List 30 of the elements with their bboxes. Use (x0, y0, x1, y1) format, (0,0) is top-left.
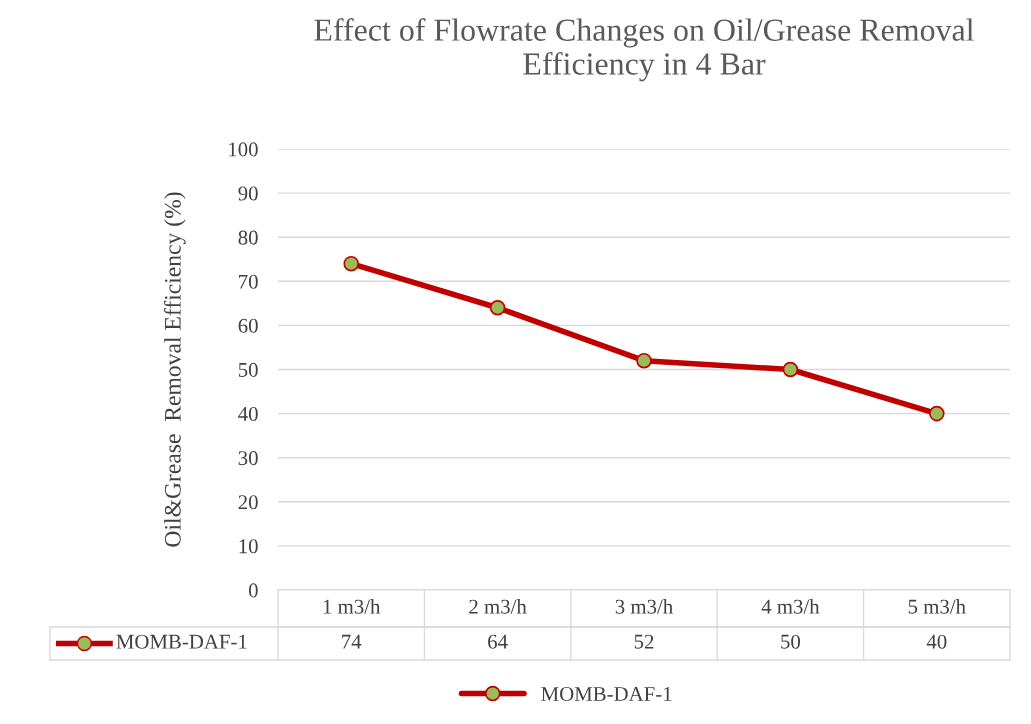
y-tick-label: 0 (248, 583, 258, 598)
point (489, 299, 506, 316)
y-tick-label: 80 (238, 230, 258, 245)
point (343, 255, 359, 272)
y-tick-label: 20 (238, 495, 258, 510)
y-tick-label: 50 (238, 362, 258, 377)
y-tick-label: 10 (239, 539, 258, 554)
point (782, 361, 799, 378)
legend-label: MOMB-DAF-1 (116, 634, 247, 649)
point (636, 352, 652, 369)
data-label: 50 (781, 634, 801, 649)
x-tick-label: 2 m3/h (469, 599, 527, 614)
chart-title: Effect of Flowrate Changes on Oil/Grease Removal Efficiency in 4 Bar (314, 18, 974, 82)
x-tick-label: 1 m3/h (323, 599, 381, 614)
data-label: 74 (342, 634, 362, 649)
y-tick-label: 90 (238, 186, 258, 201)
y-tick-label: 30 (238, 451, 258, 466)
x-tick-label: 5 m3/h (908, 599, 966, 614)
y-tick-label: 70 (239, 274, 258, 289)
y-tick-label: 60 (238, 318, 258, 333)
y-tick-label: 40 (238, 406, 258, 422)
y-axis-title: Oil&Grease Removal Efficiency (%) (163, 192, 186, 547)
data-label: 40 (926, 634, 947, 649)
text: MOMB-DAF-1 (541, 687, 672, 702)
y-tick-label: 100 (229, 142, 258, 157)
data-label: 52 (634, 634, 654, 649)
x-tick-label: 4 m3/h (761, 599, 820, 614)
x-tick-label: 3 m3/h (615, 599, 673, 614)
point (929, 405, 945, 422)
data-label: 64 (488, 634, 508, 649)
